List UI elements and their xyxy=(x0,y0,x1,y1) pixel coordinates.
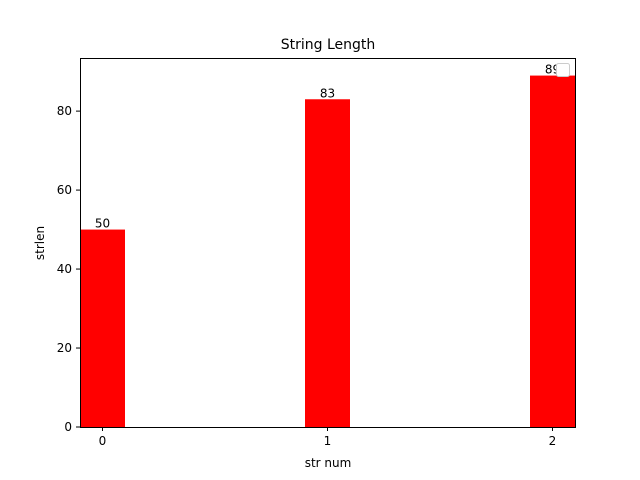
x-tick-label-0: 0 xyxy=(99,434,107,448)
chart-title: String Length xyxy=(281,37,376,53)
bar-2 xyxy=(530,75,575,428)
bar-value-label-0: 50 xyxy=(95,217,110,231)
bar-0 xyxy=(80,229,125,427)
y-tick-label-20: 20 xyxy=(57,341,72,355)
bar-1 xyxy=(305,99,350,427)
bar-value-label-1: 83 xyxy=(320,86,335,100)
plot-area-frame xyxy=(80,58,576,428)
x-axis-label: str num xyxy=(305,456,352,470)
y-tick-label-80: 80 xyxy=(57,104,72,118)
x-tick-label-2: 2 xyxy=(549,434,557,448)
y-tick-label-0: 0 xyxy=(64,420,72,434)
legend-box xyxy=(556,63,570,77)
x-tick-label-1: 1 xyxy=(324,434,332,448)
bars-group xyxy=(80,75,575,428)
y-axis-label: strlen xyxy=(33,226,47,260)
y-tick-label-40: 40 xyxy=(57,262,72,276)
y-axis-ticks: 0 20 40 60 80 xyxy=(57,104,80,434)
y-tick-label-60: 60 xyxy=(57,183,72,197)
